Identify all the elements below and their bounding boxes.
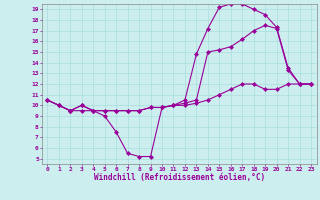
X-axis label: Windchill (Refroidissement éolien,°C): Windchill (Refroidissement éolien,°C)	[94, 173, 265, 182]
